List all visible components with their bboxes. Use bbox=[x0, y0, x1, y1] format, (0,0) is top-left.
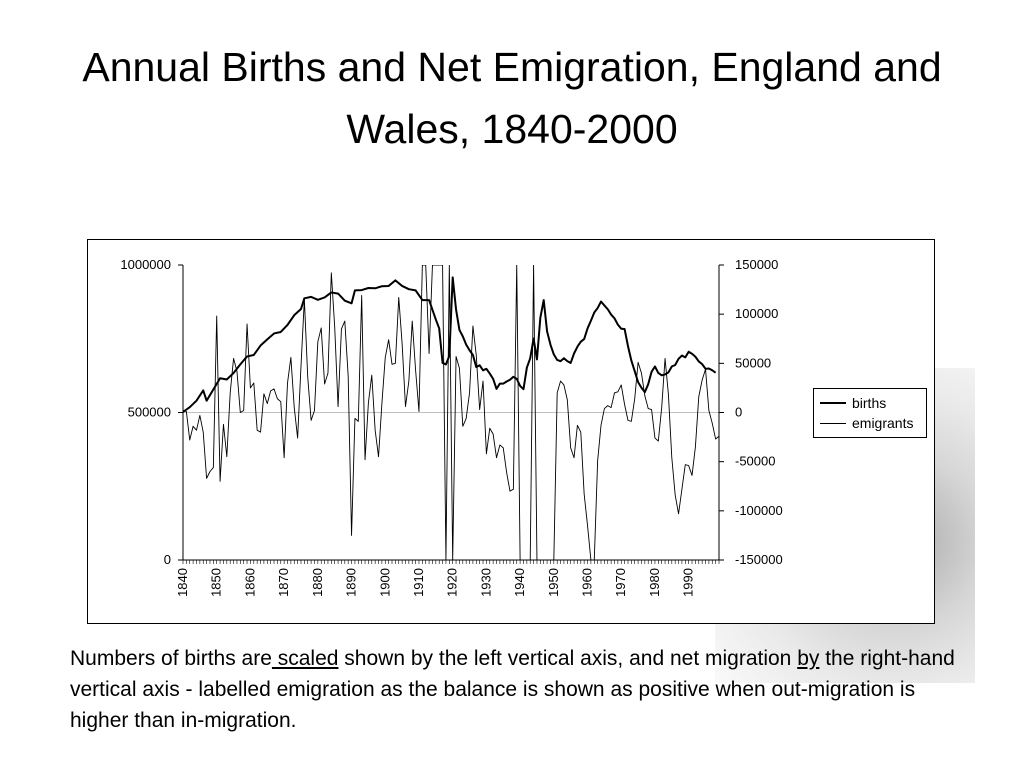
caption-text-1: Numbers of births are bbox=[70, 647, 272, 670]
right-y-tick-label: 0 bbox=[735, 405, 742, 420]
slide-caption: Numbers of births are scaled shown by th… bbox=[70, 643, 970, 736]
right-y-tick-label: 150000 bbox=[735, 257, 778, 272]
x-tick-label: 1860 bbox=[242, 568, 257, 597]
chart-frame: 1000000 500000 0 150000 100000 50000 0 -50000 -1… bbox=[87, 239, 935, 624]
legend-item-births: births bbox=[820, 393, 886, 413]
x-tick-label: 1890 bbox=[344, 568, 359, 597]
legend-item-emigrants: emigrants bbox=[820, 413, 913, 433]
caption-text-3: the right-hand vertical axis - labelled … bbox=[70, 647, 955, 732]
right-y-tick-label: -50000 bbox=[735, 454, 775, 469]
chart-legend: births emigrants bbox=[813, 388, 927, 438]
x-tick-label: 1980 bbox=[647, 568, 662, 597]
x-tick-label: 1990 bbox=[681, 568, 696, 597]
left-y-tick-label: 0 bbox=[164, 552, 171, 567]
caption-text-2: shown by the left vertical axis, and net… bbox=[338, 647, 798, 670]
series-line-births bbox=[183, 276, 717, 413]
x-tick-label: 1930 bbox=[478, 568, 493, 597]
series-line-emigrants bbox=[183, 265, 719, 560]
right-y-tick-label: -100000 bbox=[735, 503, 783, 518]
legend-swatch-emigrants bbox=[820, 422, 846, 424]
right-y-tick-label: 50000 bbox=[735, 355, 771, 370]
x-tick-label: 1950 bbox=[546, 568, 561, 597]
x-tick-label: 1920 bbox=[445, 568, 460, 597]
chart-svg: 10000005000000150000100000500000-50000-1… bbox=[120, 257, 783, 597]
left-y-tick-label: 1000000 bbox=[120, 257, 171, 272]
x-tick-label: 1940 bbox=[512, 568, 527, 597]
x-tick-label: 1910 bbox=[411, 568, 426, 597]
x-tick-label: 1970 bbox=[613, 568, 628, 597]
x-tick-label: 1850 bbox=[209, 568, 224, 597]
x-tick-label: 1880 bbox=[310, 568, 325, 597]
x-tick-label: 1960 bbox=[580, 568, 595, 597]
legend-swatch-births bbox=[820, 402, 846, 404]
right-y-tick-label: 100000 bbox=[735, 306, 778, 321]
legend-label-emigrants: emigrants bbox=[852, 415, 914, 431]
right-y-tick-label: -150000 bbox=[735, 552, 783, 567]
x-tick-label: 1840 bbox=[175, 568, 190, 597]
legend-label-births: births bbox=[852, 395, 887, 411]
left-y-tick-label: 500000 bbox=[128, 405, 171, 420]
caption-underlined-by: by bbox=[797, 647, 820, 670]
x-tick-label: 1870 bbox=[276, 568, 291, 597]
slide-title: Annual Births and Net Emigration, Englan… bbox=[82, 44, 942, 152]
x-tick-label: 1900 bbox=[377, 568, 392, 597]
caption-underlined-scaled: scaled bbox=[271, 647, 339, 670]
